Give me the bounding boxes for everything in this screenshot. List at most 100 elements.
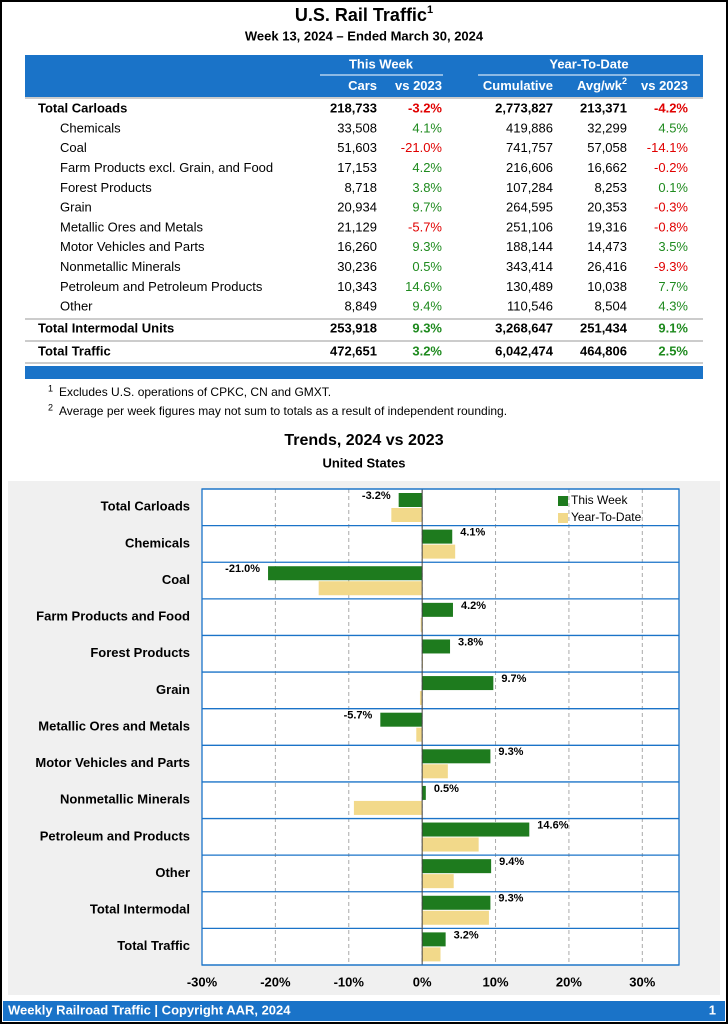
table-cell: 4.2% — [412, 160, 442, 175]
y-tick-label: Total Traffic — [117, 938, 190, 953]
row-label: Metallic Ores and Metals — [60, 219, 204, 234]
table-cell: -0.2% — [654, 160, 688, 175]
bar — [422, 859, 492, 874]
y-tick-label: Total Intermodal — [90, 902, 190, 917]
table-cell: 130,489 — [506, 279, 553, 294]
bar — [268, 566, 423, 581]
page-title: U.S. Rail Traffic1 — [295, 4, 433, 25]
table-cell: 218,733 — [330, 100, 377, 115]
bar — [422, 749, 491, 764]
bar — [422, 639, 451, 654]
table-cell: 107,284 — [506, 180, 553, 195]
row-label: Total Carloads — [38, 100, 127, 115]
row-label: Total Intermodal Units — [38, 320, 174, 335]
table-cell: 10,038 — [587, 279, 627, 294]
y-tick-label: Farm Products and Food — [36, 609, 190, 624]
y-tick-label: Petroleum and Products — [40, 828, 190, 843]
table-cell: 3,268,647 — [495, 320, 553, 335]
table-cell: 3.8% — [412, 180, 442, 195]
x-tick-label: 20% — [556, 974, 582, 989]
footer-band — [3, 1001, 725, 1021]
table-cell: 3.5% — [658, 239, 688, 254]
x-tick-label: 10% — [483, 974, 509, 989]
column-header: Cumulative — [483, 78, 553, 93]
table-cell: 4.1% — [412, 120, 442, 135]
row-label: Grain — [60, 200, 92, 215]
table-cell: 216,606 — [506, 160, 553, 175]
value-label: 0.5% — [434, 783, 459, 795]
row-label: Petroleum and Petroleum Products — [60, 279, 263, 294]
table-cell: 10,343 — [337, 279, 377, 294]
table-cell: 57,058 — [587, 140, 627, 155]
y-tick-label: Total Carloads — [101, 499, 190, 514]
value-label: -21.0% — [225, 563, 260, 575]
table-cell: -21.0% — [401, 140, 443, 155]
table-cell: -4.2% — [654, 100, 688, 115]
page-subtitle: Week 13, 2024 – Ended March 30, 2024 — [245, 28, 484, 43]
row-label: Other — [60, 299, 93, 314]
bar — [422, 947, 441, 962]
table-cell: 0.5% — [412, 259, 442, 274]
table-cell: 20,934 — [337, 200, 377, 215]
column-header: vs 2023 — [641, 78, 688, 93]
table-cell: 17,153 — [337, 160, 377, 175]
chart-subtitle: United States — [322, 455, 405, 470]
bar — [398, 493, 423, 507]
table-cell: 8,253 — [594, 180, 627, 195]
table-cell: 343,414 — [506, 259, 553, 274]
row-label: Total Traffic — [38, 343, 111, 358]
legend-swatch — [558, 496, 568, 506]
legend-label: Year-To-Date — [571, 510, 642, 524]
column-header-text: Cars — [348, 78, 377, 93]
table-cell: 19,316 — [587, 219, 627, 234]
value-label: 9.3% — [498, 746, 523, 758]
row-label: Nonmetallic Minerals — [60, 259, 181, 274]
table-cell: 9.1% — [658, 320, 688, 335]
table-footer-band — [25, 366, 703, 379]
table-cell: 8,718 — [344, 180, 377, 195]
title-note: 1 — [427, 4, 433, 16]
y-tick-label: Other — [155, 865, 190, 880]
bar — [420, 617, 423, 632]
table-cell: 51,603 — [337, 140, 377, 155]
column-header-text: Avg/wk — [577, 78, 623, 93]
table-cell: 188,144 — [506, 239, 553, 254]
bar — [422, 910, 489, 925]
column-header-text: Cumulative — [483, 78, 553, 93]
y-tick-label: Motor Vehicles and Parts — [35, 755, 190, 770]
plot-area — [202, 489, 679, 965]
table-cell: 16,260 — [337, 239, 377, 254]
value-label: 9.7% — [501, 673, 526, 685]
row-label: Chemicals — [60, 120, 121, 135]
table-cell: 21,129 — [337, 219, 377, 234]
row-label: Coal — [60, 140, 87, 155]
column-header-text: vs 2023 — [395, 78, 442, 93]
table-cell: 8,849 — [344, 299, 377, 314]
plot-border — [201, 488, 680, 966]
value-label: 4.1% — [460, 527, 485, 539]
value-label: 9.4% — [499, 856, 524, 868]
bar — [422, 822, 530, 837]
y-tick-label: Coal — [162, 572, 190, 587]
table-cell: 472,651 — [330, 343, 377, 358]
legend-swatch — [558, 513, 568, 523]
y-tick-label: Chemicals — [125, 535, 190, 550]
x-tick-label: 30% — [629, 974, 655, 989]
bar — [380, 712, 423, 727]
table-cell: 741,757 — [506, 140, 553, 155]
group-header: Year-To-Date — [549, 56, 628, 71]
table-cell: 264,595 — [506, 200, 553, 215]
value-label: 3.2% — [454, 929, 479, 941]
bar — [422, 676, 494, 691]
y-tick-label: Grain — [156, 682, 190, 697]
legend-label: This Week — [571, 493, 628, 507]
bar — [391, 508, 423, 522]
column-header: Cars — [348, 78, 377, 93]
table-cell: 4.5% — [658, 120, 688, 135]
value-label: -5.7% — [344, 710, 373, 722]
table-cell: 16,662 — [587, 160, 627, 175]
x-tick-label: -10% — [334, 974, 365, 989]
row-label: Forest Products — [60, 180, 152, 195]
